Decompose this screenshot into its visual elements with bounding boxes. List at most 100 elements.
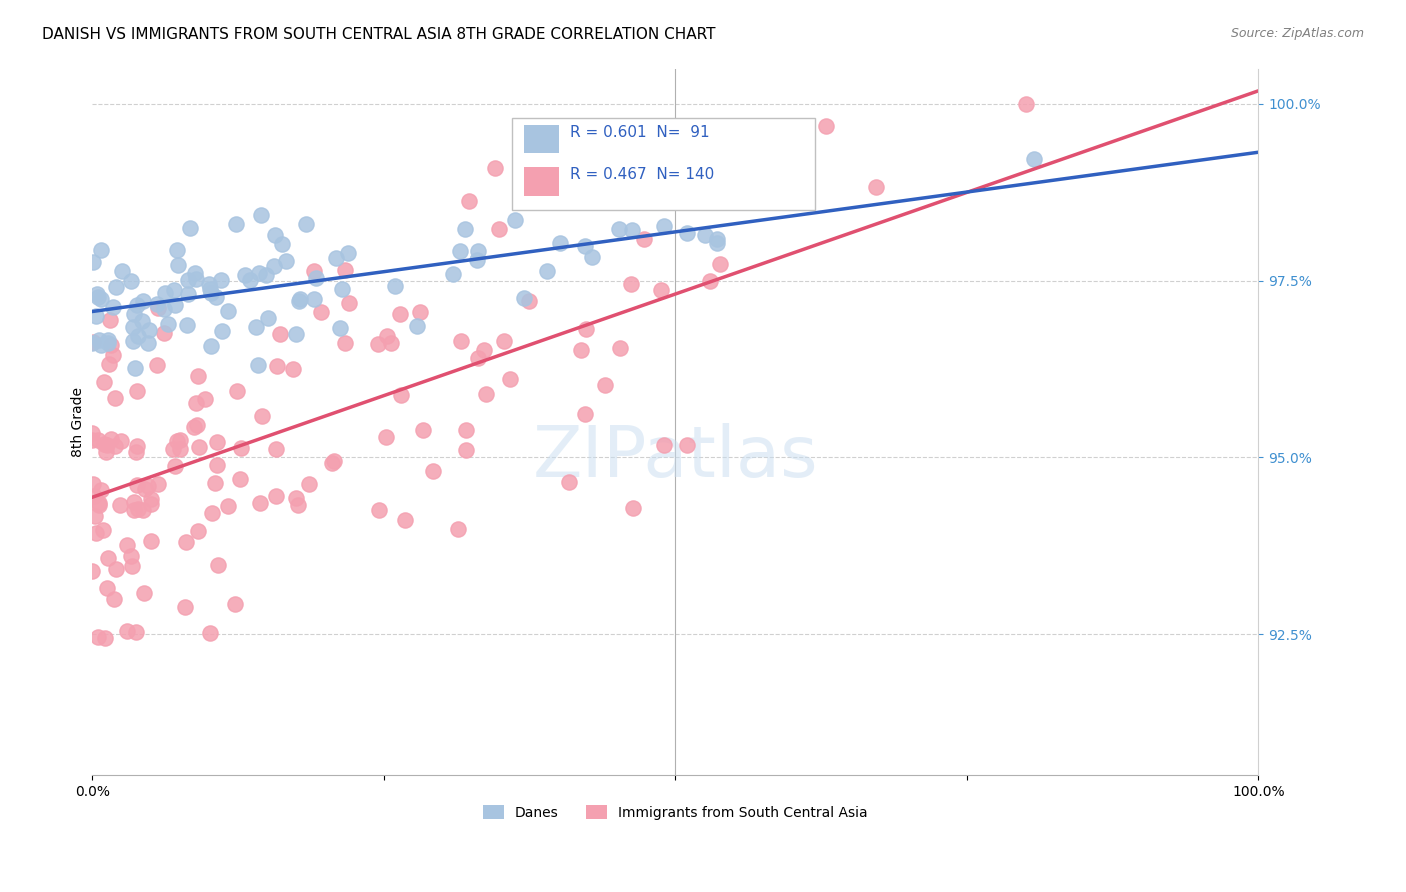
Point (115, 538, 138, 552)
Point (329, 321, 352, 335)
Point (166, 243, 188, 257)
Point (186, 417, 208, 432)
Point (200, 286, 222, 301)
Point (569, 343, 592, 358)
Point (148, 301, 170, 315)
Point (217, 303, 239, 318)
Point (337, 295, 360, 310)
Point (177, 273, 200, 287)
Point (138, 322, 160, 336)
Point (101, 300, 124, 314)
Point (87, 333, 110, 347)
Point (709, 257, 731, 271)
Point (467, 351, 489, 365)
Point (127, 384, 149, 399)
Point (693, 228, 716, 243)
Point (226, 384, 249, 399)
FancyBboxPatch shape (512, 118, 815, 210)
Point (110, 434, 132, 448)
Point (91, 523, 114, 537)
Point (165, 298, 187, 312)
Point (335, 336, 357, 351)
Point (194, 392, 217, 406)
Point (536, 264, 558, 278)
Point (488, 222, 510, 236)
Point (82, 564, 104, 578)
Point (574, 239, 596, 253)
Point (217, 499, 239, 513)
Point (96, 335, 118, 350)
Point (336, 245, 359, 260)
Point (162, 283, 184, 297)
Point (449, 244, 471, 259)
Point (621, 501, 644, 516)
Point (125, 445, 148, 459)
Point (134, 585, 156, 599)
Point (100, 432, 122, 446)
Point (389, 307, 412, 321)
Point (127, 328, 149, 343)
Point (93, 375, 115, 389)
Point (447, 522, 470, 536)
Point (389, 388, 412, 402)
Point (274, 254, 297, 268)
Point (367, 336, 389, 351)
Text: Source: ZipAtlas.com: Source: ZipAtlas.com (1230, 27, 1364, 40)
Point (574, 407, 596, 421)
Point (166, 434, 188, 448)
Point (269, 326, 291, 341)
Point (187, 524, 209, 539)
Point (204, 476, 226, 491)
Point (229, 472, 252, 486)
Point (287, 498, 309, 512)
Point (209, 273, 232, 287)
Bar (523, 168, 558, 195)
Point (652, 219, 675, 233)
Point (513, 291, 536, 305)
Point (224, 597, 246, 611)
Point (124, 361, 146, 376)
Point (184, 271, 207, 285)
Point (134, 482, 156, 496)
Point (620, 277, 643, 292)
Point (122, 307, 145, 321)
Point (581, 250, 603, 264)
Point (484, 161, 506, 176)
Point (593, 378, 616, 392)
Point (233, 268, 256, 282)
Point (122, 320, 145, 334)
Point (375, 328, 398, 343)
Point (198, 282, 221, 296)
Text: ZIPatlas: ZIPatlas (533, 423, 818, 491)
Point (239, 273, 262, 287)
Point (93, 437, 115, 451)
Point (87, 289, 110, 303)
Point (187, 368, 209, 383)
Point (98, 313, 121, 327)
Point (295, 217, 318, 231)
Point (305, 271, 328, 285)
Point (706, 235, 728, 250)
Point (131, 293, 153, 308)
Point (83, 490, 105, 504)
Legend: Danes, Immigrants from South Central Asia: Danes, Immigrants from South Central Asi… (477, 799, 873, 825)
Point (412, 423, 434, 437)
Point (302, 264, 325, 278)
Point (177, 287, 200, 301)
Point (122, 503, 145, 517)
Point (621, 223, 644, 237)
Point (263, 259, 285, 273)
Point (503, 213, 526, 227)
Point (588, 169, 610, 184)
Point (104, 562, 127, 576)
Point (162, 442, 184, 456)
Point (323, 454, 346, 468)
Point (246, 358, 269, 372)
Point (441, 267, 464, 281)
Point (97, 550, 120, 565)
Point (176, 318, 198, 332)
Point (247, 266, 270, 280)
Point (90, 243, 112, 257)
Point (266, 442, 288, 457)
Point (201, 506, 224, 520)
